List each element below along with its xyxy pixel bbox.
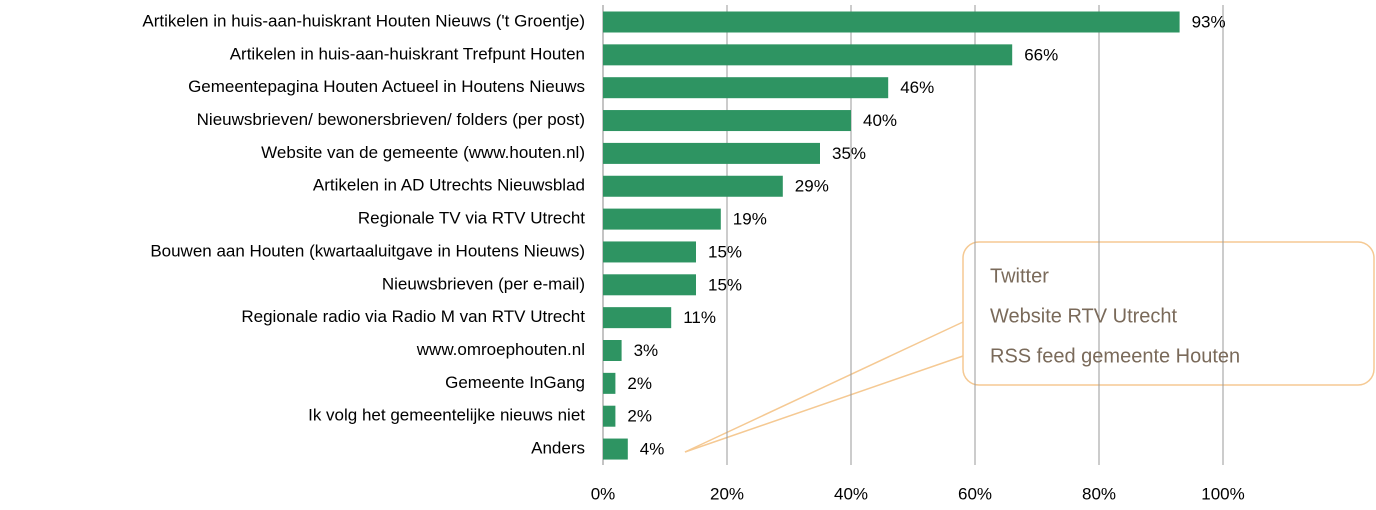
bar [603, 110, 851, 132]
y-tick-label: Anders [531, 439, 585, 458]
bar [603, 372, 616, 394]
y-tick-label: Gemeentepagina Houten Actueel in Houtens… [188, 77, 585, 96]
value-label: 29% [795, 177, 829, 196]
y-tick-label: Artikelen in AD Utrechts Nieuwsblad [313, 176, 585, 195]
value-label: 66% [1024, 45, 1058, 64]
value-label: 19% [733, 210, 767, 229]
x-tick-label: 40% [834, 484, 868, 503]
value-label: 15% [708, 275, 742, 294]
value-label: 40% [863, 111, 897, 130]
y-tick-label: Nieuwsbrieven/ bewonersbrieven/ folders … [197, 110, 585, 129]
bar [603, 307, 672, 329]
value-label: 4% [640, 440, 665, 459]
value-label: 46% [900, 78, 934, 97]
value-label: 93% [1192, 12, 1226, 31]
y-tick-label: Regionale TV via RTV Utrecht [358, 209, 585, 228]
value-label: 11% [683, 308, 716, 327]
value-label: 2% [627, 374, 652, 393]
value-label: 15% [708, 242, 742, 261]
y-tick-label: Artikelen in huis-aan-huiskrant Trefpunt… [230, 44, 585, 63]
bar [603, 77, 889, 99]
x-tick-label: 80% [1082, 484, 1116, 503]
value-label: 35% [832, 144, 866, 163]
y-tick-label: Regionale radio via Radio M van RTV Utre… [241, 307, 585, 326]
bar [603, 438, 628, 460]
bar [603, 340, 622, 361]
value-label: 3% [634, 341, 659, 360]
y-tick-label: Website van de gemeente (www.houten.nl) [261, 143, 585, 162]
y-tick-label: www.omroephouten.nl [416, 340, 585, 359]
y-tick-label: Nieuwsbrieven (per e-mail) [382, 274, 585, 293]
bar [603, 11, 1180, 33]
bar [603, 241, 696, 263]
y-tick-label: Bouwen aan Houten (kwartaaluitgave in Ho… [150, 241, 585, 260]
callout-box [962, 241, 1375, 386]
y-tick-label: Artikelen in huis-aan-huiskrant Houten N… [142, 11, 585, 30]
x-tick-label: 100% [1201, 484, 1244, 503]
bar [603, 274, 696, 296]
y-tick-label: Ik volg het gemeentelijke nieuws niet [308, 406, 585, 425]
bar [603, 44, 1013, 66]
callout-line [684, 355, 964, 453]
bar [603, 208, 721, 230]
x-tick-label: 60% [958, 484, 992, 503]
bar [603, 405, 616, 427]
y-tick-label: Gemeente InGang [445, 373, 585, 392]
callout-line [684, 321, 964, 453]
callout-text: RSS feed gemeente Houten [990, 345, 1240, 367]
value-label: 2% [627, 407, 652, 426]
x-tick-label: 0% [591, 484, 616, 503]
callout-text: Website RTV Utrecht [990, 305, 1178, 327]
bar [603, 175, 783, 197]
x-tick-label: 20% [710, 484, 744, 503]
bar [603, 142, 820, 164]
callout-text: Twitter [990, 265, 1049, 287]
